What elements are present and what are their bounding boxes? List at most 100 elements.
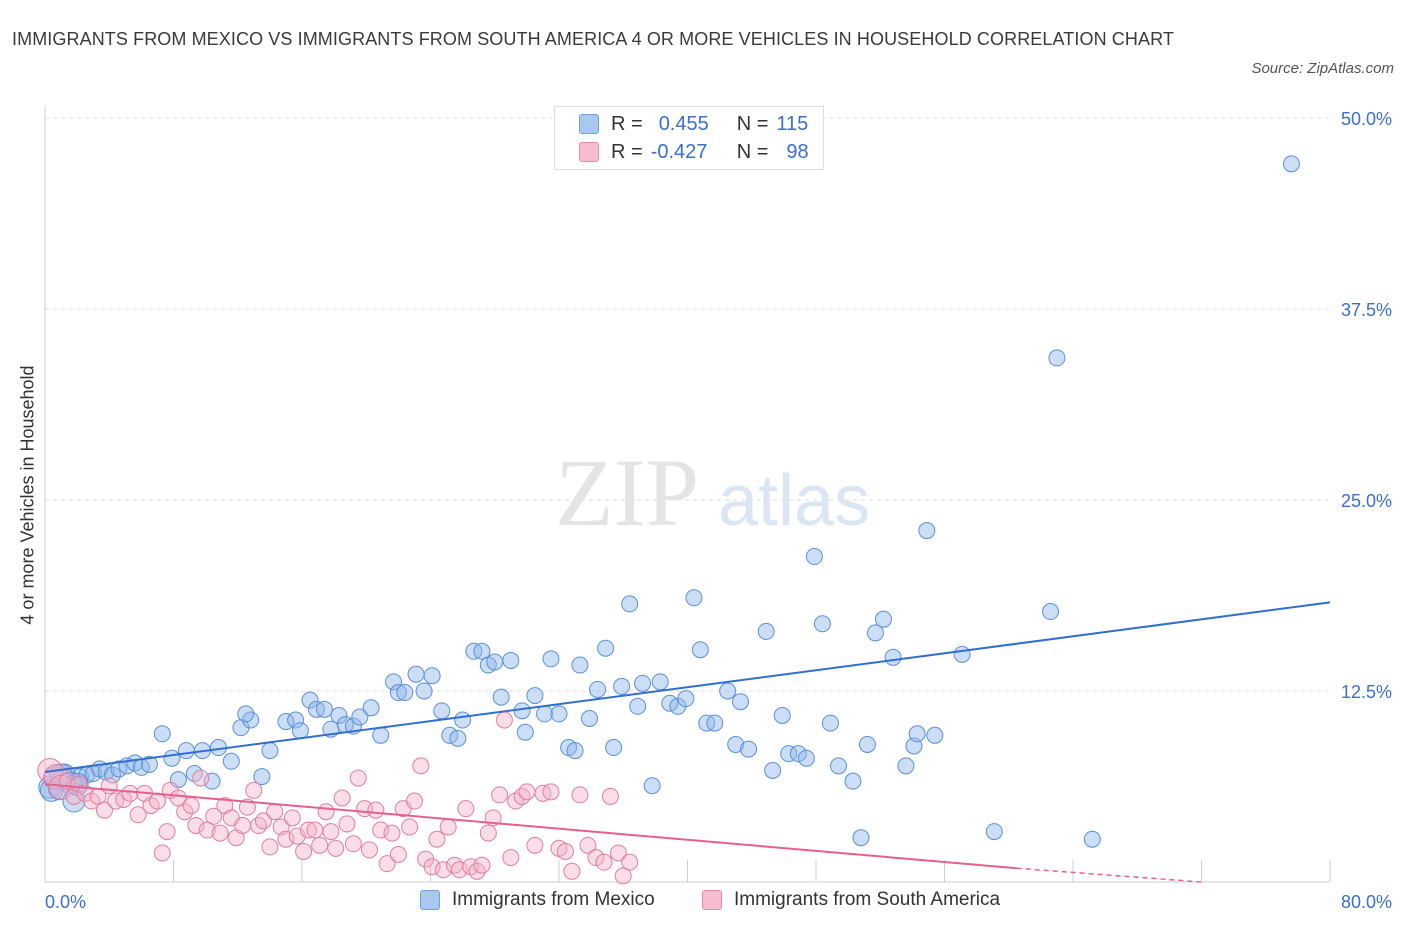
legend-swatch-south-america bbox=[702, 890, 722, 910]
data-point bbox=[433, 702, 451, 720]
data-point bbox=[634, 674, 652, 692]
data-point bbox=[187, 816, 205, 834]
data-point bbox=[253, 768, 271, 786]
data-point bbox=[401, 818, 419, 836]
data-point bbox=[315, 700, 333, 718]
data-point bbox=[629, 697, 647, 715]
data-point bbox=[926, 726, 944, 744]
watermark-zip: ZIP bbox=[555, 439, 699, 546]
data-point bbox=[261, 838, 279, 856]
data-point bbox=[605, 739, 623, 757]
data-point bbox=[287, 711, 305, 729]
data-point bbox=[780, 745, 798, 763]
data-point bbox=[1042, 603, 1060, 621]
y-tick-label: 37.5% bbox=[1341, 300, 1392, 320]
data-point bbox=[563, 862, 581, 880]
data-point bbox=[621, 595, 639, 613]
data-point bbox=[372, 726, 390, 744]
data-point bbox=[454, 711, 472, 729]
data-point bbox=[691, 641, 709, 659]
data-point bbox=[121, 784, 139, 802]
data-point bbox=[953, 645, 971, 663]
data-point bbox=[327, 839, 345, 857]
legend-r-label: R = bbox=[611, 140, 643, 163]
data-point bbox=[491, 786, 509, 804]
data-point bbox=[829, 757, 847, 775]
data-point bbox=[192, 769, 210, 787]
data-point bbox=[153, 725, 171, 743]
data-point bbox=[719, 682, 737, 700]
legend-row-south-america: R = -0.427 N = 98 bbox=[579, 139, 809, 165]
correlation-legend: R = 0.455 N = 115 R = -0.427 N = 98 bbox=[554, 106, 824, 170]
data-point bbox=[536, 705, 554, 723]
data-point bbox=[254, 812, 272, 830]
data-point bbox=[732, 693, 750, 711]
data-point bbox=[550, 705, 568, 723]
data-point bbox=[205, 807, 223, 825]
tick-labels: 12.5% 25.0% 37.5% 50.0% 0.0% 80.0% bbox=[45, 109, 1392, 912]
data-point bbox=[198, 821, 216, 839]
data-point bbox=[502, 651, 520, 669]
data-point bbox=[651, 673, 669, 691]
data-point bbox=[897, 757, 915, 775]
data-point bbox=[621, 853, 639, 871]
data-point bbox=[277, 830, 295, 848]
grid-lines bbox=[45, 117, 1330, 692]
data-point bbox=[349, 769, 367, 787]
data-point bbox=[457, 800, 475, 818]
data-point bbox=[526, 836, 544, 854]
data-point bbox=[351, 708, 369, 726]
data-point bbox=[866, 624, 884, 642]
data-point bbox=[306, 821, 324, 839]
data-point bbox=[103, 766, 121, 784]
data-point bbox=[129, 806, 147, 824]
data-point bbox=[295, 842, 313, 860]
data-point bbox=[439, 818, 457, 836]
data-point bbox=[587, 849, 605, 867]
data-point bbox=[250, 816, 268, 834]
data-point bbox=[727, 735, 745, 753]
trend-line-extension-1 bbox=[1016, 867, 1202, 883]
data-point bbox=[415, 682, 433, 700]
data-point bbox=[412, 757, 430, 775]
data-point bbox=[473, 642, 491, 660]
legend-n-label: N = bbox=[736, 112, 769, 135]
data-point bbox=[407, 665, 425, 683]
legend-n-label: N = bbox=[736, 140, 769, 163]
legend-label-mexico: Immigrants from Mexico bbox=[452, 889, 655, 910]
data-point bbox=[495, 711, 513, 729]
data-point bbox=[516, 723, 534, 741]
data-point bbox=[513, 787, 531, 805]
legend-row-mexico: R = 0.455 N = 115 bbox=[579, 111, 808, 137]
data-point bbox=[764, 761, 782, 779]
data-point bbox=[344, 835, 362, 853]
y-axis-label: 4 or more Vehicles in Household bbox=[17, 365, 38, 625]
data-point bbox=[706, 714, 724, 732]
legend-r-value: 0.455 bbox=[658, 112, 709, 135]
data-point bbox=[158, 823, 176, 841]
y-tick-label: 50.0% bbox=[1341, 109, 1392, 129]
legend-swatch-mexico bbox=[579, 114, 599, 134]
data-point bbox=[317, 803, 335, 821]
data-point bbox=[486, 653, 504, 671]
data-point bbox=[844, 772, 862, 790]
data-point bbox=[322, 823, 340, 841]
data-point bbox=[234, 816, 252, 834]
data-point bbox=[362, 699, 380, 717]
data-point bbox=[526, 687, 544, 705]
data-point bbox=[757, 622, 775, 640]
data-point bbox=[360, 841, 378, 859]
data-point bbox=[1282, 155, 1300, 173]
legend-swatch-mexico bbox=[420, 890, 440, 910]
data-point bbox=[383, 824, 401, 842]
data-point bbox=[908, 725, 926, 743]
series-mexico-points bbox=[38, 155, 1300, 848]
data-point bbox=[473, 856, 491, 874]
data-point bbox=[261, 742, 279, 760]
data-point bbox=[449, 729, 467, 747]
data-point bbox=[396, 684, 414, 702]
chart-title: IMMIGRANTS FROM MEXICO VS IMMIGRANTS FRO… bbox=[12, 29, 1174, 49]
series-south-america-points bbox=[37, 711, 639, 885]
data-point bbox=[685, 589, 703, 607]
y-tick-label: 12.5% bbox=[1341, 682, 1392, 702]
